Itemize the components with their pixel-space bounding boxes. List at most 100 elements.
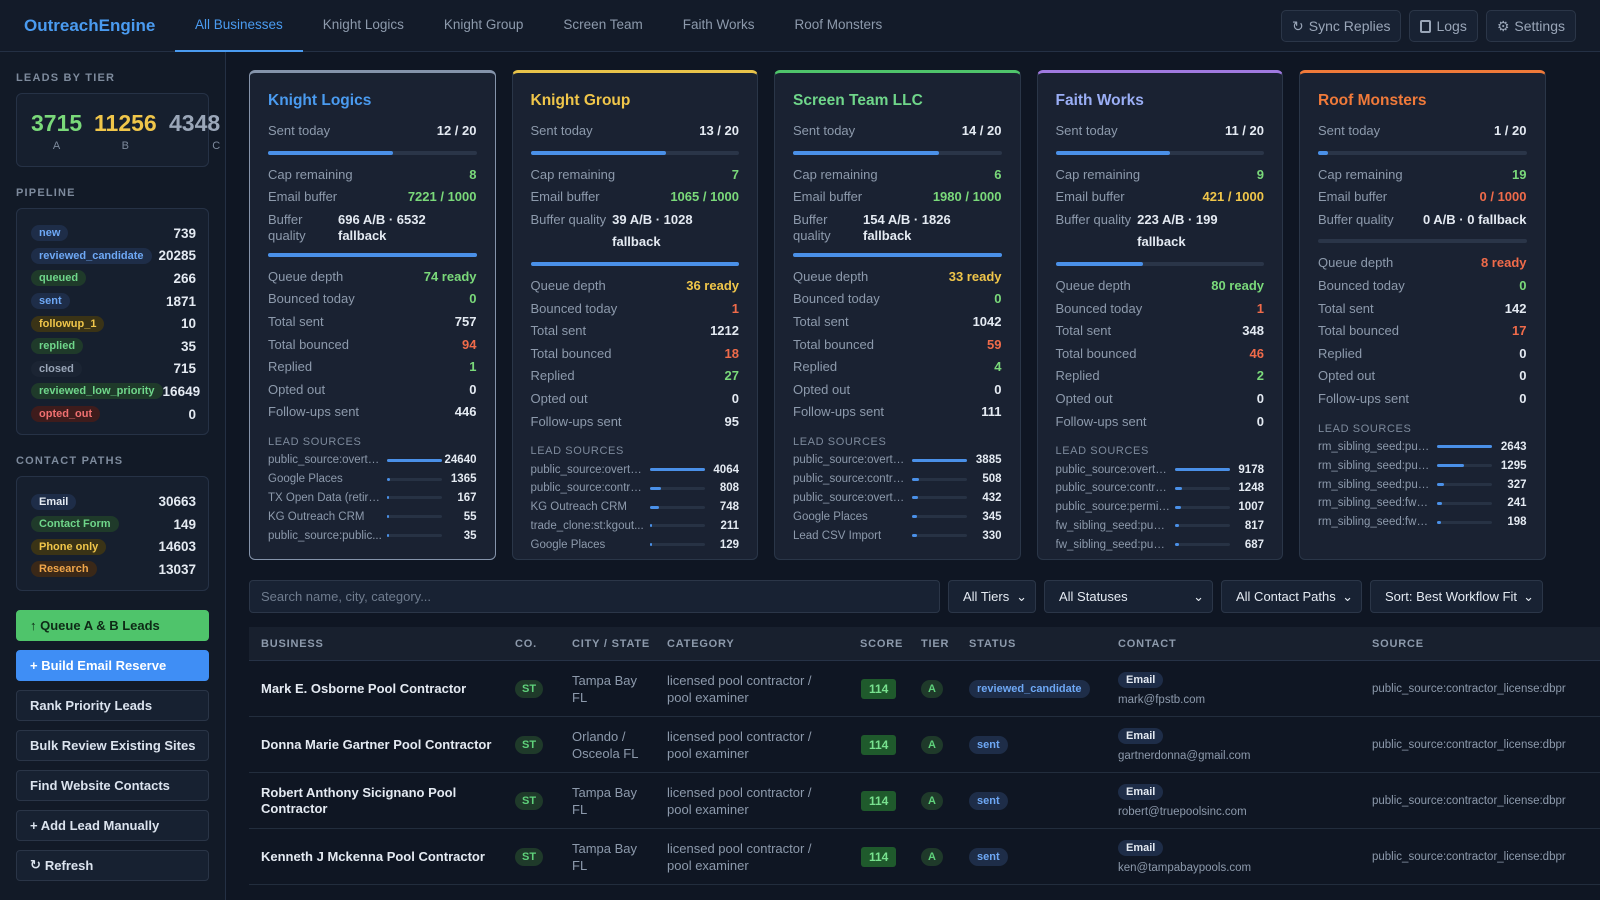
table-cell: sent: [969, 717, 1008, 772]
lead-source-bar-fill: [387, 477, 391, 481]
contact-path-row[interactable]: Email 30663: [31, 490, 196, 513]
lead-source-row: public_source:overtu... 24640: [268, 451, 477, 470]
tab-roof-monsters[interactable]: Roof Monsters: [794, 17, 883, 32]
business-card[interactable]: Roof Monsters Sent today 1 / 20 Cap remaini…: [1299, 70, 1546, 560]
brand-logo[interactable]: OutreachEngine: [24, 16, 156, 35]
logs-button[interactable]: Logs: [1409, 10, 1478, 42]
contact-path-row[interactable]: Phone only 14603: [31, 536, 196, 559]
contact-path-row[interactable]: Contact Form 149: [31, 513, 196, 536]
contact-email[interactable]: ken@tampabaypools.com: [1118, 861, 1252, 874]
table-row[interactable]: Mark E. Osborne Pool Contractor ST Tampa B…: [249, 661, 1600, 717]
buffer-progress-bar: [530, 261, 739, 266]
business-name[interactable]: Kenneth J Mckenna Pool Contractor: [261, 848, 485, 864]
follow-ups-sent-row: Follow-ups sent 0: [1318, 388, 1527, 411]
business-name[interactable]: Robert Anthony Sicignano Pool Contractor: [261, 784, 457, 816]
city-line: Tampa Bay: [572, 840, 638, 856]
contact-email[interactable]: robert@truepoolsinc.com: [1118, 805, 1247, 818]
business-name[interactable]: Mark E. Osborne Pool Contractor: [261, 680, 467, 696]
pipeline-row[interactable]: reviewed_low_priority 16649: [31, 380, 200, 403]
queue-depth-row: Queue depth 8 ready: [1318, 252, 1527, 275]
contact-path-row[interactable]: Research 13037: [31, 558, 196, 581]
col-business[interactable]: BUSINESS: [261, 638, 324, 650]
rank-priority-leads-button[interactable]: Rank Priority Leads: [16, 689, 209, 721]
col-tier[interactable]: TIER: [921, 638, 950, 650]
table-row[interactable]: Donna Marie Gartner Pool Contractor ST Orl…: [249, 717, 1600, 773]
tab-all-businesses[interactable]: All Businesses: [175, 0, 303, 52]
sort-select[interactable]: Sort: Best Workflow Fit ⌄: [1370, 580, 1543, 613]
lead-source-name: public_source:contra...: [530, 482, 646, 495]
settings-button[interactable]: ⚙ Settings: [1485, 10, 1576, 42]
tier-a-label: A: [52, 140, 61, 152]
col-score[interactable]: SCORE: [860, 638, 904, 650]
cap-remaining-row: Cap remaining 9: [1056, 164, 1265, 187]
col-co[interactable]: CO.: [515, 638, 537, 650]
bulk-review-sites-button[interactable]: Bulk Review Existing Sites: [16, 729, 209, 761]
sent-progress-bar: [1318, 150, 1527, 155]
table-row[interactable]: Robert Anthony Sicignano Pool Contractor…: [249, 773, 1600, 829]
contact-type-badge: Email: [1118, 727, 1164, 744]
refresh-button[interactable]: ↻ Refresh: [16, 849, 209, 881]
score-badge: 114: [861, 734, 897, 755]
replied-row: Replied 4: [793, 356, 1002, 379]
follow-ups-sent-row: Follow-ups sent 95: [531, 411, 740, 434]
col-city-state[interactable]: CITY / STATE: [572, 638, 651, 650]
business-name[interactable]: Donna Marie Gartner Pool Contractor: [261, 736, 492, 752]
pipeline-row[interactable]: new 739: [31, 222, 196, 245]
col-status[interactable]: STATUS: [969, 638, 1017, 650]
top-actions: ↻ Sync Replies Logs ⚙ Settings: [1281, 10, 1576, 42]
contact-email[interactable]: mark@fpstb.com: [1118, 693, 1206, 706]
tab-faith-works[interactable]: Faith Works: [682, 17, 755, 32]
col-contact[interactable]: CONTACT: [1118, 638, 1177, 650]
col-category[interactable]: CATEGORY: [667, 638, 735, 650]
queue-depth-value: 80 ready: [1211, 277, 1264, 293]
city-state: Tampa Bay FL: [572, 784, 637, 818]
buffer-quality-row: Buffer quality 39 A/B · 1028 fallback: [531, 209, 740, 254]
pipeline-row[interactable]: queued 266: [31, 267, 196, 290]
lead-source-name: public_source:overtu...: [530, 463, 646, 476]
business-card[interactable]: Knight Group Sent today 13 / 20 Cap remaini…: [511, 70, 758, 560]
pipeline-row[interactable]: opted_out 0: [31, 403, 196, 426]
lead-source-bar-fill: [1174, 486, 1183, 490]
total-bounced-value: 17: [1512, 323, 1527, 339]
category-line: pool examiner: [667, 689, 749, 705]
lead-source-count: 508: [982, 473, 1002, 486]
contact-email[interactable]: gartnerdonna@gmail.com: [1118, 749, 1251, 762]
tab-screen-team[interactable]: Screen Team: [563, 17, 643, 32]
tab-knight-group[interactable]: Knight Group: [443, 17, 524, 32]
cap-remaining-row: Cap remaining 19: [1318, 164, 1527, 187]
card-title[interactable]: Roof Monsters: [1318, 92, 1427, 109]
tier-filter-select[interactable]: All Tiers ⌄: [948, 580, 1036, 613]
business-card[interactable]: Screen Team LLC Sent today 14 / 20 Cap rema…: [774, 70, 1021, 560]
pipeline-row[interactable]: reviewed_candidate 20285: [31, 245, 196, 268]
pipeline-row[interactable]: followup_1 10: [31, 312, 196, 335]
table-row[interactable]: Kenneth J Mckenna Pool Contractor ST Tampa…: [249, 829, 1600, 885]
find-website-contacts-button[interactable]: Find Website Contacts: [16, 769, 209, 801]
status-filter-select[interactable]: All Statuses ⌄: [1044, 580, 1213, 613]
card-title[interactable]: Faith Works: [1055, 92, 1144, 109]
business-card[interactable]: Knight Logics Sent today 12 / 20 Cap remain…: [249, 70, 496, 560]
follow-ups-sent-label: Follow-ups sent: [530, 413, 622, 429]
contact-path-filter-select[interactable]: All Contact Paths ⌄: [1221, 580, 1362, 613]
card-title[interactable]: Screen Team LLC: [793, 92, 923, 109]
add-lead-manually-button[interactable]: + Add Lead Manually: [16, 809, 209, 841]
pipeline-status-pill: reviewed_low_priority: [31, 383, 163, 400]
lead-source-name: Google Places: [530, 538, 606, 551]
sync-replies-button[interactable]: ↻ Sync Replies: [1281, 10, 1402, 42]
total-bounced-row: Total bounced 46: [1056, 343, 1265, 366]
opted-out-value: 0: [1519, 368, 1527, 384]
lead-source-bar: [1437, 445, 1492, 449]
pipeline-status-pill: closed: [31, 360, 82, 377]
build-email-reserve-button[interactable]: + Build Email Reserve: [16, 649, 209, 681]
pipeline-row[interactable]: sent 1871: [31, 290, 196, 313]
search-input[interactable]: [249, 580, 940, 613]
lead-source-count: 432: [982, 491, 1002, 504]
card-title[interactable]: Knight Logics: [268, 92, 372, 109]
tab-knight-logics[interactable]: Knight Logics: [322, 17, 404, 32]
col-source[interactable]: SOURCE: [1372, 638, 1424, 650]
pipeline-row[interactable]: replied 35: [31, 335, 196, 358]
business-card[interactable]: Faith Works Sent today 11 / 20 Cap remainin…: [1036, 70, 1283, 560]
pipeline-row[interactable]: closed 715: [31, 358, 196, 381]
queue-ab-leads-button[interactable]: ↑ Queue A & B Leads: [16, 609, 209, 641]
table-body: Mark E. Osborne Pool Contractor ST Tampa B…: [249, 661, 1600, 885]
card-title[interactable]: Knight Group: [530, 92, 631, 109]
